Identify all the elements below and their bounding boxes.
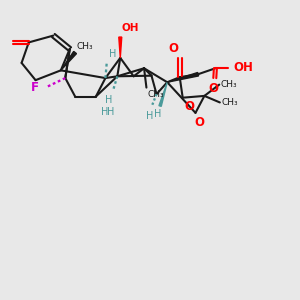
Text: O: O — [184, 100, 194, 113]
Text: O: O — [208, 82, 219, 94]
Polygon shape — [159, 82, 167, 106]
Text: H: H — [105, 95, 112, 105]
Text: H: H — [146, 111, 153, 121]
Polygon shape — [61, 51, 76, 70]
Text: O: O — [195, 116, 205, 129]
Text: CH₃: CH₃ — [76, 42, 93, 51]
Text: H: H — [107, 107, 115, 118]
Text: H: H — [154, 109, 162, 119]
Text: F: F — [31, 81, 39, 94]
Text: OH: OH — [233, 61, 253, 74]
Text: OH: OH — [122, 23, 139, 34]
Text: CH₃: CH₃ — [221, 80, 237, 89]
Polygon shape — [119, 37, 122, 58]
Polygon shape — [167, 73, 199, 82]
Text: H: H — [109, 49, 117, 59]
Text: H: H — [101, 107, 109, 118]
Text: CH₃: CH₃ — [221, 98, 238, 107]
Text: O: O — [168, 43, 178, 56]
Text: CH₃: CH₃ — [148, 90, 164, 99]
